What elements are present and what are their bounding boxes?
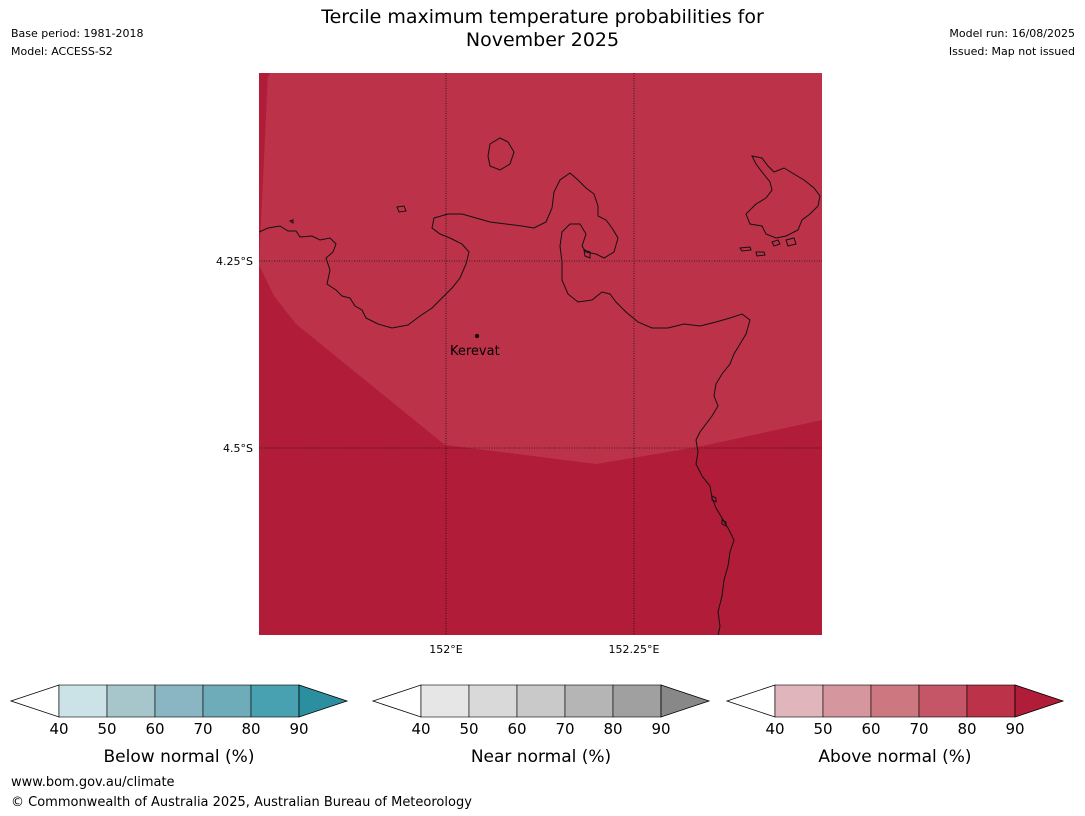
near-normal-title: Near normal (%) xyxy=(471,747,611,767)
near-normal-tick-label: 80 xyxy=(603,720,622,738)
above-normal-tick-label: 50 xyxy=(813,720,832,738)
near-normal-tick-label: 90 xyxy=(651,720,670,738)
graticule xyxy=(259,73,822,635)
below-normal-tick-label: 90 xyxy=(289,720,308,738)
above-normal-segment xyxy=(966,684,1016,718)
above-normal-tick-label: 60 xyxy=(861,720,880,738)
lon-label-152-25: 152.25°E xyxy=(609,643,660,656)
meta-left: Base period: 1981-2018 Model: ACCESS-S2 xyxy=(11,25,143,61)
legend-colorbars: 40 50 60 70 80 90 Below normal (%) 40 50 60 70 80 90… xyxy=(9,684,1065,767)
near-normal-segment xyxy=(468,684,518,718)
above-normal-title: Above normal (%) xyxy=(818,747,971,767)
above-normal-segment xyxy=(774,684,824,718)
near-normal-tick-label: 50 xyxy=(459,720,478,738)
below-normal-low-arrow xyxy=(9,684,60,718)
below-normal-tick-label: 60 xyxy=(145,720,164,738)
below-normal-segment xyxy=(106,684,156,718)
near-normal-tick-label: 40 xyxy=(411,720,430,738)
below-normal-segment xyxy=(154,684,204,718)
lat-label-4-25: 4.25°S xyxy=(216,255,253,268)
below-normal-high-arrow xyxy=(298,684,349,718)
title-line-2: November 2025 xyxy=(465,29,620,51)
near-normal-high-arrow xyxy=(660,684,711,718)
above-normal-low-arrow xyxy=(725,684,776,718)
above-normal-high-arrow xyxy=(1014,684,1065,718)
near-normal-tick-label: 70 xyxy=(555,720,574,738)
near-normal-segment xyxy=(612,684,662,718)
map-title: Tercile maximum temperature probabilitie… xyxy=(0,6,1085,52)
probability-region-corner xyxy=(259,73,270,95)
below-normal-tick-label: 40 xyxy=(49,720,68,738)
model-run: Model run: 16/08/2025 xyxy=(949,27,1075,40)
place-marker[interactable] xyxy=(475,334,479,338)
footer-copyright: © Commonwealth of Australia 2025, Austra… xyxy=(11,795,472,810)
meta-right: Model run: 16/08/2025 Issued: Map not is… xyxy=(949,25,1075,61)
probability-region-70-80 xyxy=(259,73,822,464)
issued-status: Issued: Map not issued xyxy=(948,45,1075,58)
above-normal-colorbar: 40 50 60 70 80 90 Above normal (%) xyxy=(725,684,1065,767)
lon-label-152: 152°E xyxy=(429,643,462,656)
above-normal-segment xyxy=(870,684,920,718)
below-normal-title: Below normal (%) xyxy=(104,747,255,767)
near-normal-tick-label: 60 xyxy=(507,720,526,738)
above-normal-tick-label: 40 xyxy=(765,720,784,738)
lat-label-4-5: 4.5°S xyxy=(223,442,253,455)
near-normal-segment xyxy=(564,684,614,718)
footer-url[interactable]: www.bom.gov.au/climate xyxy=(11,775,175,790)
below-normal-tick-label: 70 xyxy=(193,720,212,738)
near-normal-segment xyxy=(420,684,470,718)
near-normal-low-arrow xyxy=(371,684,422,718)
place-label: Kerevat xyxy=(450,344,500,359)
above-normal-segment xyxy=(918,684,968,718)
title-line-1: Tercile maximum temperature probabilitie… xyxy=(321,6,764,28)
below-normal-segment xyxy=(202,684,252,718)
near-normal-segment xyxy=(516,684,566,718)
below-normal-segment xyxy=(250,684,300,718)
above-normal-tick-label: 90 xyxy=(1005,720,1024,738)
base-period: Base period: 1981-2018 xyxy=(11,27,144,40)
above-normal-tick-label: 70 xyxy=(909,720,928,738)
above-normal-tick-label: 80 xyxy=(957,720,976,738)
near-normal-colorbar: 40 50 60 70 80 90 Near normal (%) xyxy=(371,684,711,767)
coastline xyxy=(259,137,821,635)
model-name: Model: ACCESS-S2 xyxy=(11,45,113,58)
below-normal-tick-label: 80 xyxy=(241,720,260,738)
map-area[interactable]: Kerevat xyxy=(259,73,822,636)
below-normal-segment xyxy=(58,684,108,718)
above-normal-segment xyxy=(822,684,872,718)
below-normal-tick-label: 50 xyxy=(97,720,116,738)
below-normal-colorbar: 40 50 60 70 80 90 Below normal (%) xyxy=(9,684,349,767)
